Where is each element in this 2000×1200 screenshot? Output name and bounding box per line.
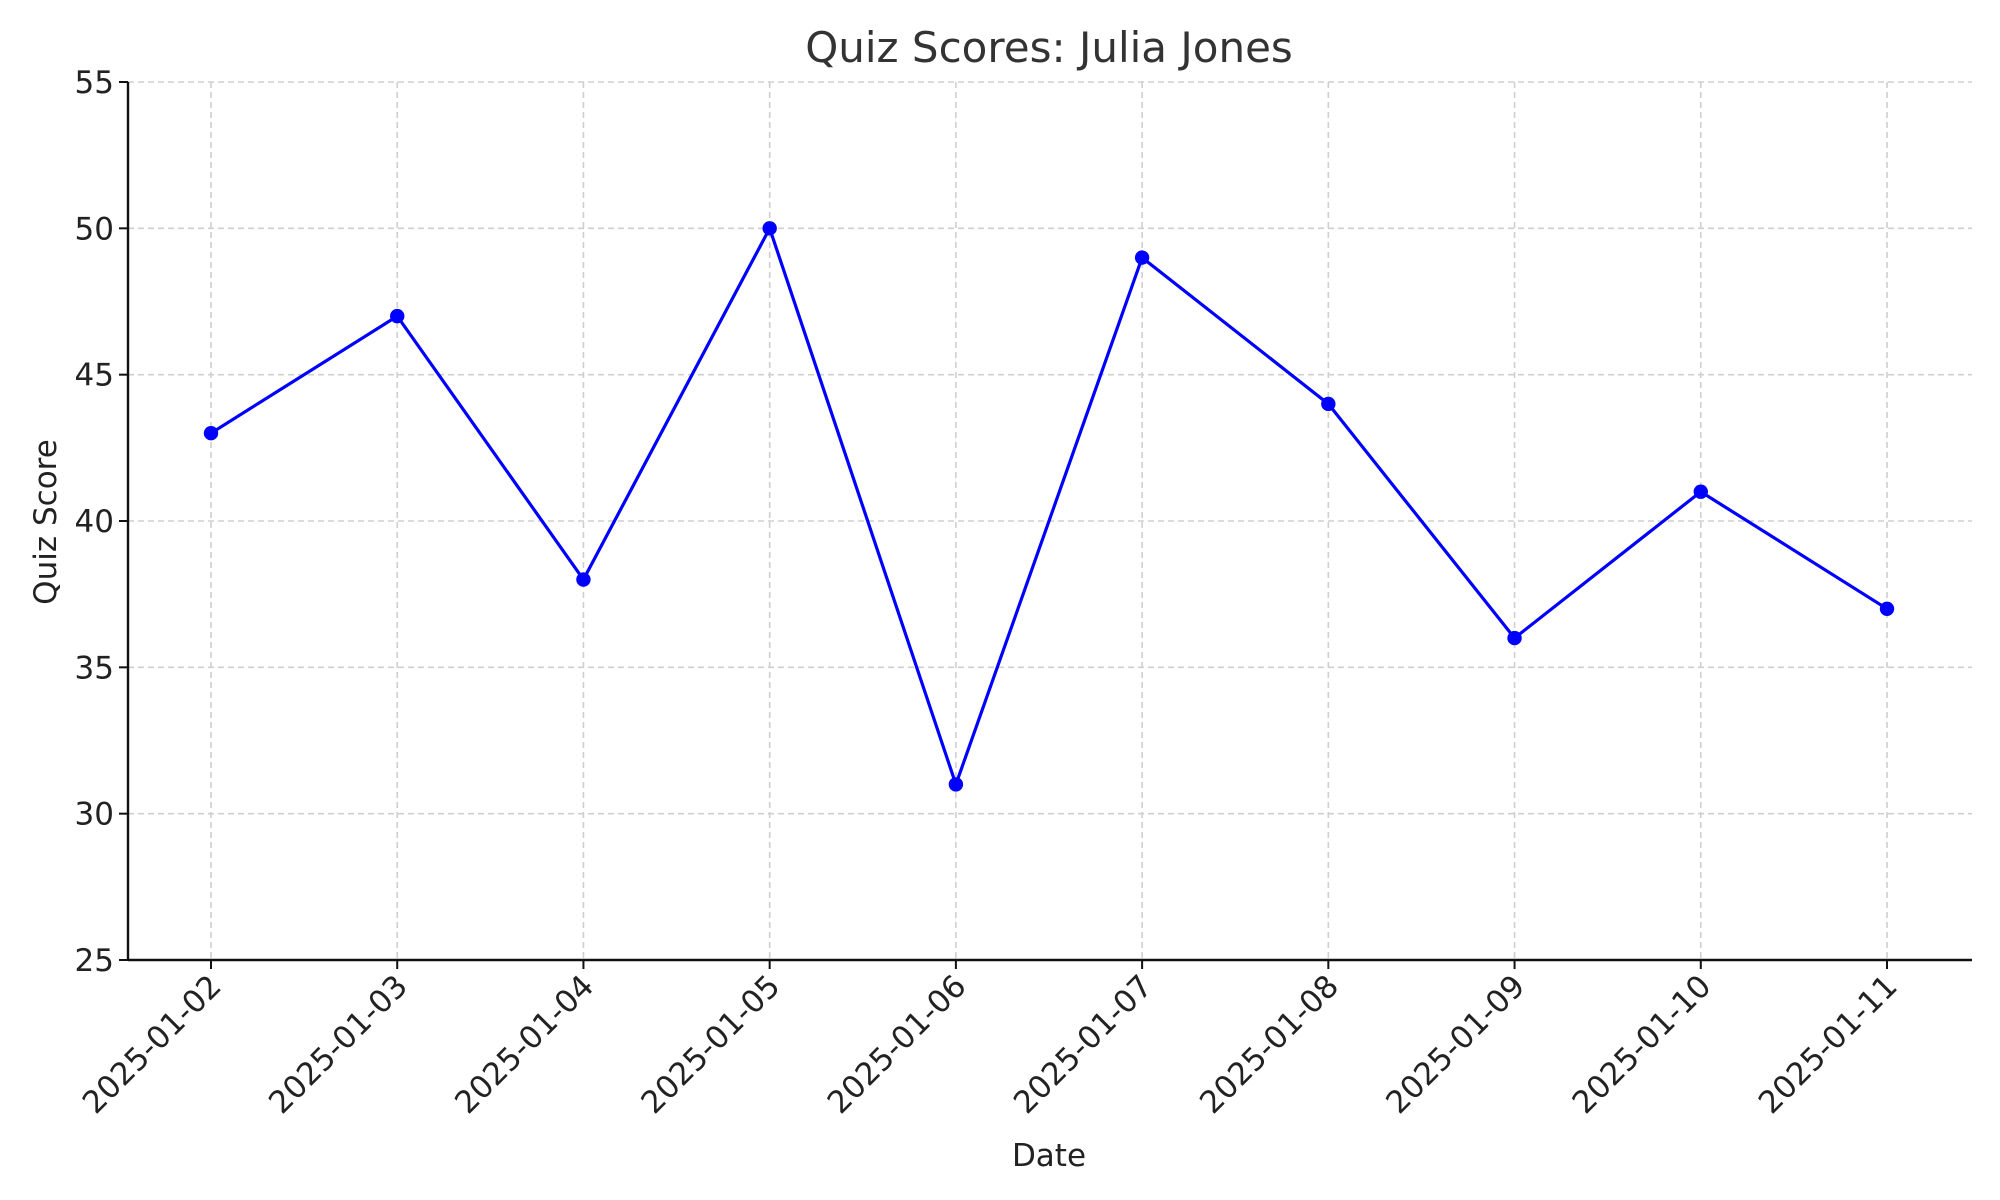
quiz-score-point [1879, 601, 1895, 616]
x-tick-label: 2025-01-11 [1752, 968, 1905, 1121]
quiz-score-point [1321, 396, 1336, 412]
x-tick-label: 2025-01-06 [821, 968, 974, 1121]
y-tick-label: 25 [75, 943, 114, 979]
y-tick-label: 55 [75, 65, 114, 101]
x-tick-label: 2025-01-04 [448, 968, 601, 1121]
quiz-score-point [1693, 484, 1708, 499]
y-axis-label: Quiz Score [28, 439, 64, 605]
x-tick-label: 2025-01-03 [262, 968, 415, 1121]
x-axis-label: Date [1012, 1138, 1086, 1174]
x-tick-label: 2025-01-07 [1007, 968, 1160, 1121]
quiz-score-point [948, 777, 964, 792]
quiz-score-point [1134, 250, 1150, 265]
x-tick-label: 2025-01-10 [1566, 968, 1719, 1121]
quiz-score-point [762, 221, 777, 236]
y-tick-label: 30 [75, 797, 114, 833]
y-tick-label: 40 [75, 504, 114, 540]
x-tick-label: 2025-01-08 [1193, 968, 1346, 1121]
y-tick-label: 35 [75, 650, 114, 686]
x-tick-label: 2025-01-02 [76, 968, 229, 1121]
quiz-score-line [209, 226, 1889, 787]
quiz-score-point [576, 572, 591, 587]
y-tick-label: 50 [75, 211, 114, 247]
quiz-score-point [203, 426, 219, 441]
y-tick-label: 45 [75, 358, 114, 394]
quiz-score-point [1507, 630, 1522, 646]
x-tick-label: 2025-01-09 [1379, 968, 1532, 1121]
x-tick-label: 2025-01-05 [634, 968, 787, 1121]
chart-title: Quiz Scores: Julia Jones [805, 23, 1293, 72]
series-layer [203, 221, 1895, 792]
quiz-score-point [390, 308, 405, 324]
